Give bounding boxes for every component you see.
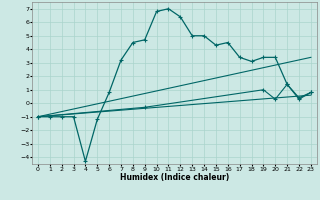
X-axis label: Humidex (Indice chaleur): Humidex (Indice chaleur) (120, 173, 229, 182)
